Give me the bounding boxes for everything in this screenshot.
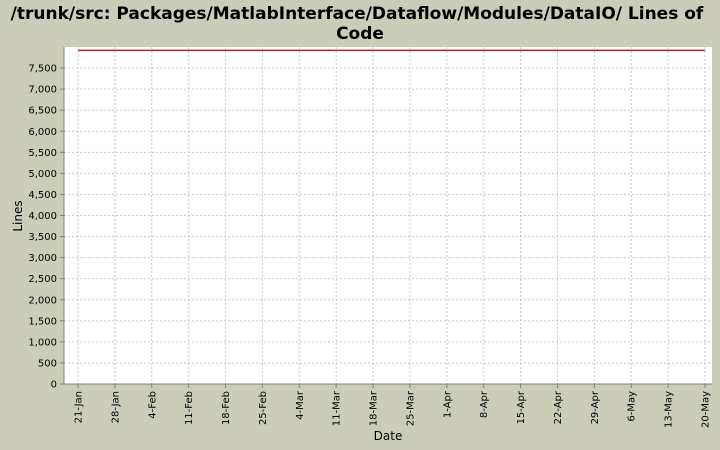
x-tick-label: 4-Mar	[295, 390, 306, 420]
y-tick-label: 2,000	[28, 295, 57, 306]
x-tick-label: 18-Mar	[369, 390, 380, 426]
y-tick-label: 4,000	[28, 211, 57, 222]
x-tick-label: 20-May	[701, 391, 712, 428]
x-tick-label: 4-Feb	[147, 391, 158, 419]
x-tick-label: 22-Apr	[553, 390, 564, 424]
y-tick-label: 6,500	[28, 106, 57, 117]
y-tick-label: 1,500	[28, 316, 57, 327]
y-tick-label: 1,000	[28, 337, 57, 348]
x-tick-label: 1-Apr	[442, 390, 453, 418]
x-tick-label: 13-May	[664, 391, 675, 428]
x-tick-label: 21-Jan	[74, 391, 85, 423]
y-tick-label: 5,000	[28, 169, 57, 180]
x-tick-label: 25-Mar	[405, 390, 416, 426]
x-tick-label: 11-Mar	[332, 390, 343, 426]
y-tick-label: 0	[51, 380, 57, 391]
y-tick-label: 500	[38, 358, 57, 369]
x-tick-label: 15-Apr	[516, 390, 527, 424]
y-tick-label: 6,000	[28, 127, 57, 138]
x-axis-ticks: 21-Jan 28-Jan 4-Feb 11-Feb 18-Feb 25-Feb 4-Mar…	[74, 384, 712, 428]
grid-lines	[64, 47, 712, 384]
x-tick-label: 11-Feb	[184, 391, 195, 425]
x-tick-label: 29-Apr	[590, 390, 601, 424]
y-tick-label: 5,500	[28, 148, 57, 159]
y-axis-ticks: 0 500 1,000 1,500 2,000 2,500 3,000 3,500 4,000 4…	[28, 64, 64, 391]
chart-title-line-1: /trunk/src: Packages/MatlabInterface/Dat…	[11, 4, 704, 24]
y-tick-label: 3,500	[28, 232, 57, 243]
y-tick-label: 2,500	[28, 274, 57, 285]
x-tick-label: 28-Jan	[110, 391, 121, 423]
x-tick-label: 8-Apr	[479, 390, 490, 418]
x-axis-label: Date	[374, 429, 403, 443]
y-tick-label: 7,500	[28, 64, 57, 75]
x-tick-label: 18-Feb	[221, 391, 232, 425]
y-axis-label: Lines	[11, 200, 25, 231]
y-tick-label: 7,000	[28, 85, 57, 96]
y-tick-label: 3,000	[28, 253, 57, 264]
x-tick-label: 25-Feb	[258, 391, 269, 425]
y-tick-label: 4,500	[28, 190, 57, 201]
chart-title-line-2: Code	[336, 24, 384, 44]
x-tick-label: 6-May	[627, 391, 638, 422]
